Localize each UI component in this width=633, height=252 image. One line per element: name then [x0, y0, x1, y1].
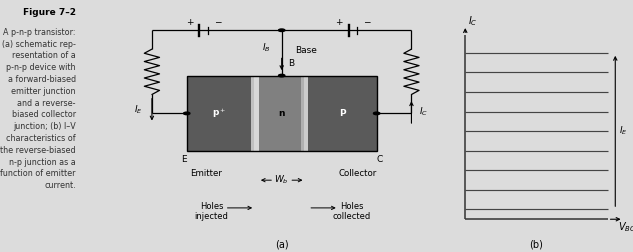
Text: Holes
collected: Holes collected: [333, 202, 371, 221]
Circle shape: [373, 112, 380, 115]
Text: $V_{BC}$: $V_{BC}$: [618, 220, 633, 234]
Text: n: n: [279, 109, 285, 118]
Text: (b): (b): [530, 239, 543, 249]
Text: $I_C$: $I_C$: [419, 106, 428, 118]
Text: Holes
injected: Holes injected: [194, 202, 229, 221]
Bar: [304, 76, 308, 151]
Text: A p-n-p transistor:
(a) schematic rep-
resentation of a
p-n-p device with
a forw: A p-n-p transistor: (a) schematic rep- r…: [1, 28, 76, 190]
Bar: [254, 76, 259, 151]
Text: +: +: [335, 18, 343, 27]
Bar: [306, 76, 377, 151]
Text: B: B: [288, 58, 294, 68]
Text: $W_b$: $W_b$: [274, 174, 289, 186]
Bar: [187, 76, 377, 151]
Text: $I_B$: $I_B$: [261, 42, 270, 54]
Text: $I_E$: $I_E$: [134, 103, 142, 116]
Text: Emitter: Emitter: [190, 169, 222, 178]
Text: Collector: Collector: [339, 169, 377, 178]
Text: C: C: [376, 155, 382, 164]
Text: (a): (a): [275, 239, 289, 249]
Circle shape: [279, 74, 285, 77]
Bar: [251, 76, 259, 151]
Text: P: P: [339, 109, 346, 118]
Text: −: −: [214, 18, 222, 27]
Text: p$^+$: p$^+$: [212, 107, 226, 120]
Bar: [257, 76, 306, 151]
Circle shape: [279, 29, 285, 32]
Bar: [301, 76, 308, 151]
Text: Figure 7–2: Figure 7–2: [23, 8, 76, 17]
Text: $I_E$: $I_E$: [619, 125, 628, 137]
Bar: [187, 76, 257, 151]
Text: E: E: [182, 155, 187, 164]
Text: +: +: [186, 18, 194, 27]
Circle shape: [184, 112, 190, 115]
Text: −: −: [363, 18, 371, 27]
Text: $I_C$: $I_C$: [468, 15, 477, 28]
Text: Base: Base: [296, 46, 318, 55]
